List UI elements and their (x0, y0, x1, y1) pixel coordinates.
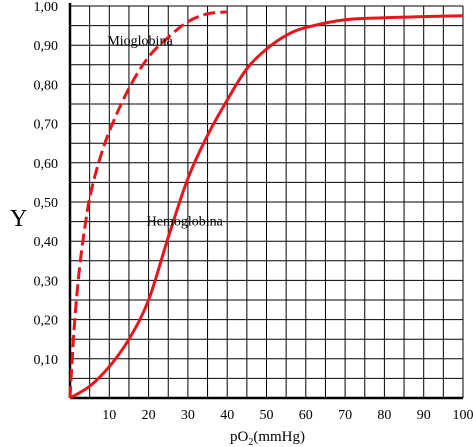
series-lines (68, 10, 464, 400)
x-tick-label: 10 (102, 408, 116, 423)
x-tick-label: 50 (260, 408, 274, 423)
series-line-hemoglobina (69, 14, 464, 400)
x-tick-label: 100 (453, 408, 473, 423)
series-labels: Mioglobina Hemoglobina (107, 34, 223, 229)
y-tick-label: 0,50 (34, 196, 59, 211)
x-tick-label: 90 (417, 408, 431, 423)
x-tick-label: 40 (220, 408, 234, 423)
x-tick-label: 70 (338, 408, 352, 423)
y-tick-label: 0,40 (34, 235, 59, 250)
y-tick-label: 1,00 (34, 0, 59, 15)
series-label-hemoglobina: Hemoglobina (147, 215, 224, 230)
y-tick-label: 0,30 (34, 274, 59, 289)
x-tick-label: 80 (377, 408, 391, 423)
y-tick-label: 0,60 (34, 157, 59, 172)
y-tick-label: 0,10 (34, 353, 59, 368)
x-tick-label: 20 (142, 408, 156, 423)
y-tick-label: 0,20 (34, 314, 59, 329)
tick-labels: 10 20 30 40 50 60 70 80 90 100 0,10 0,20 0,30 0,40 0,5… (34, 0, 473, 423)
x-tick-label: 30 (181, 408, 195, 423)
axes (68, 3, 463, 400)
y-tick-label: 0,90 (34, 39, 59, 54)
series-label-mioglobina: Mioglobina (107, 34, 173, 49)
x-axis-title: pO2(mmHg) (230, 429, 305, 447)
y-tick-label: 0,70 (34, 118, 59, 133)
x-tick-label: 60 (299, 408, 313, 423)
series-line-mioglobina (68, 10, 228, 399)
grid (70, 5, 464, 398)
y-axis-title: Y (10, 206, 27, 232)
y-tick-label: 0,80 (34, 78, 59, 93)
